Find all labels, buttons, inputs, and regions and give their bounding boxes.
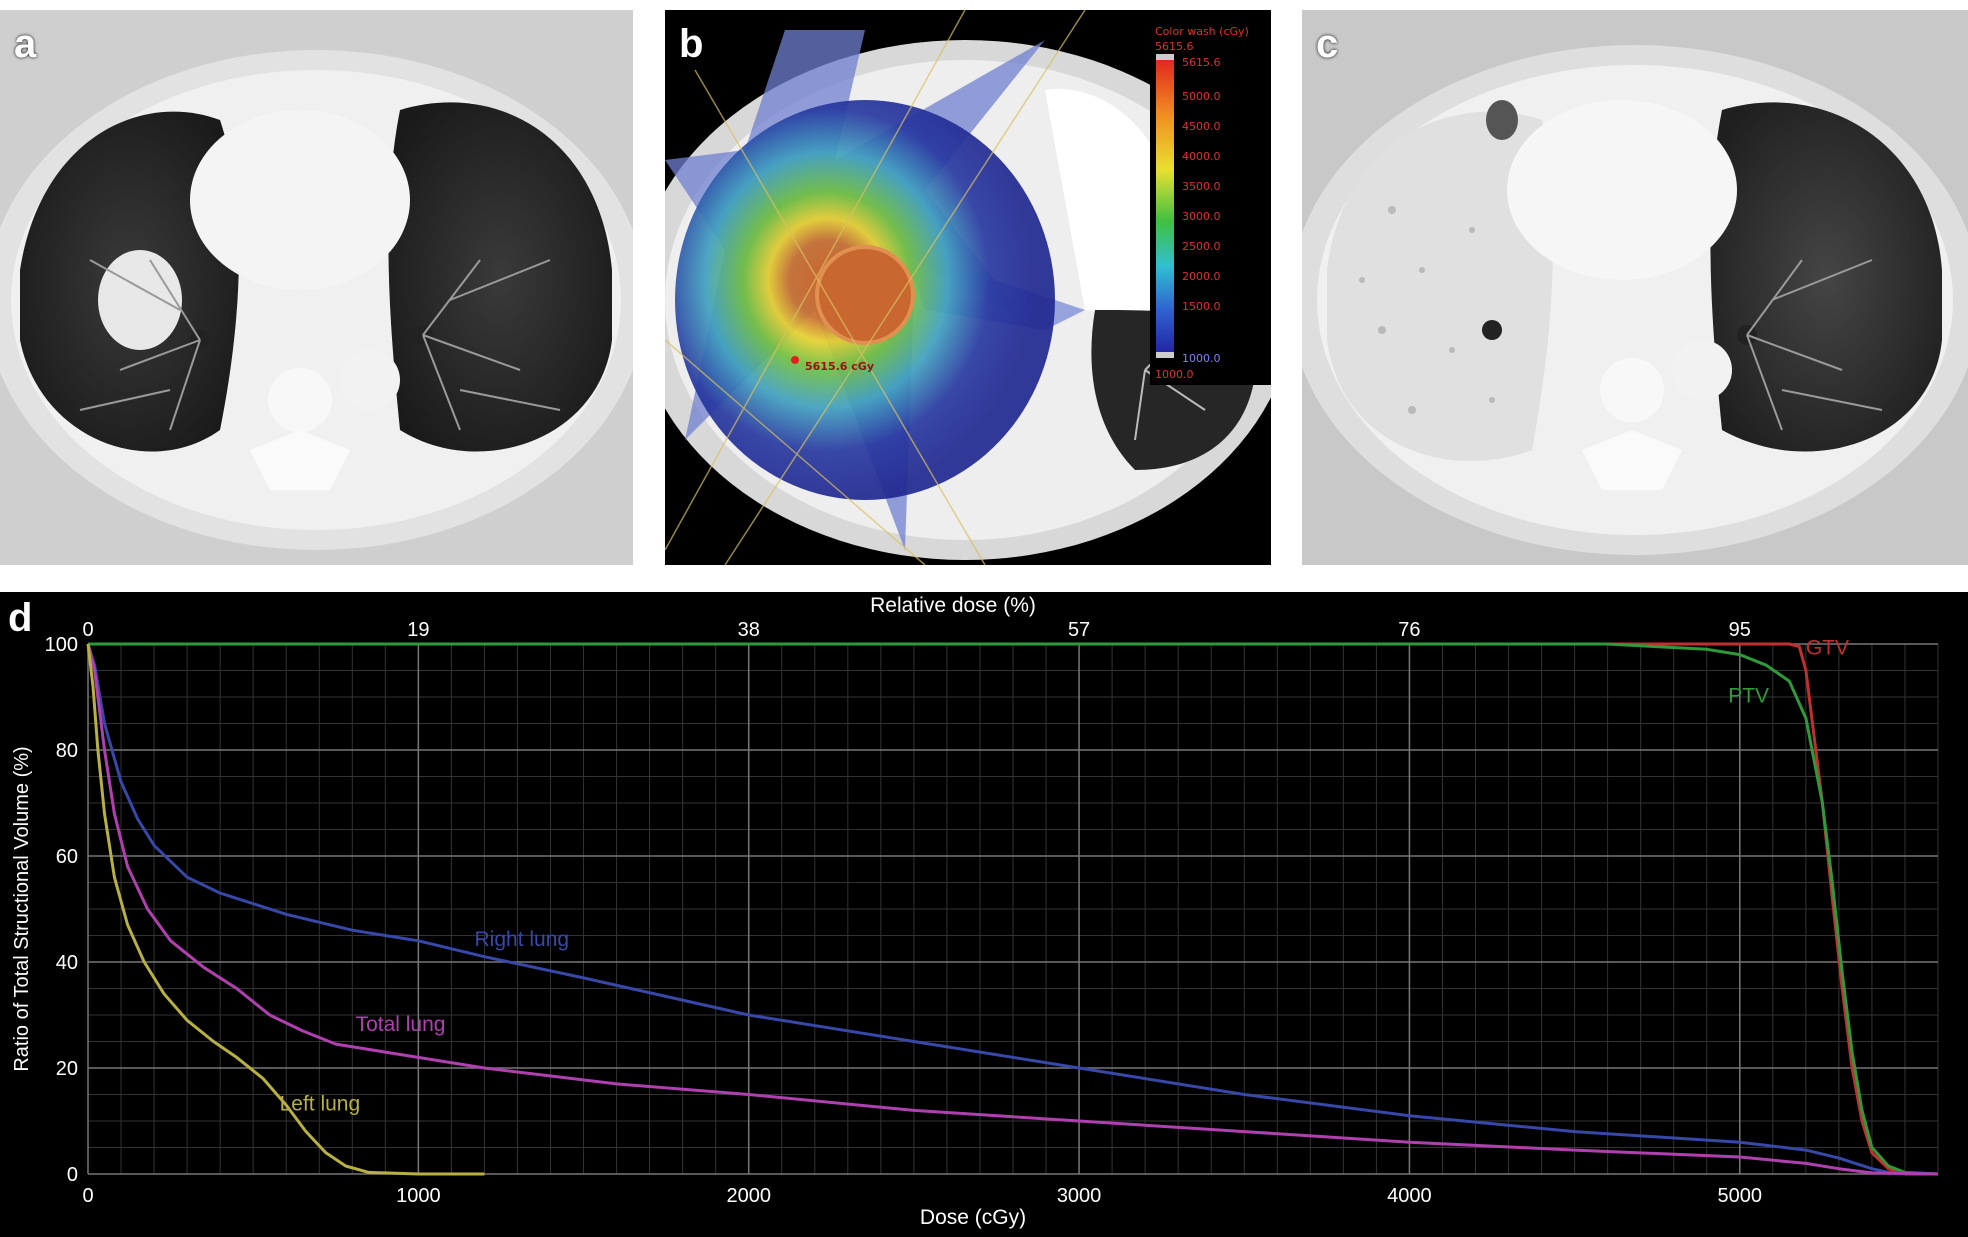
dose-map-image: 5615.6 cGy Color wash (cGy) 5615.6 5615.… bbox=[665, 10, 1271, 565]
x2-tick-label: 95 bbox=[1729, 619, 1751, 641]
color-wash-max-top: 5615.6 bbox=[1155, 40, 1194, 53]
color-wash-tick: 1500.0 bbox=[1182, 300, 1221, 313]
color-wash-max-label: 5615.6 bbox=[1182, 56, 1221, 69]
x2-axis-label: Relative dose (%) bbox=[870, 594, 1036, 617]
dose-point-label: 5615.6 cGy bbox=[805, 360, 874, 373]
series-line-total-lung bbox=[86, 643, 1939, 1176]
series-label-gtv: GTV bbox=[1806, 637, 1849, 660]
chart-axes: 0 1000 2000 3000 4000 5000 0 19 38 57 76 95 0 20 40 60 8… bbox=[45, 619, 1762, 1207]
x-axis-label: Dose (cGy) bbox=[920, 1206, 1026, 1229]
series-line-right-lung bbox=[86, 643, 1939, 1176]
panel-c-ct-scan: c bbox=[1302, 10, 1968, 565]
series-line-left-lung bbox=[86, 643, 485, 1176]
panel-d-dvh-chart: 0 1000 2000 3000 4000 5000 0 19 38 57 76 95 0 20 40 60 8… bbox=[0, 592, 1968, 1237]
x2-tick-label: 57 bbox=[1068, 619, 1090, 641]
y-tick-label: 20 bbox=[56, 1058, 78, 1080]
series-label-left-lung: Left lung bbox=[280, 1092, 361, 1115]
color-wash-tick: 3500.0 bbox=[1182, 180, 1221, 193]
chart-series bbox=[86, 642, 1939, 1176]
color-wash-tick: 2000.0 bbox=[1182, 270, 1221, 283]
color-wash-min-bottom: 1000.0 bbox=[1155, 368, 1194, 381]
series-label-total-lung: Total lung bbox=[356, 1013, 446, 1036]
x-tick-label: 5000 bbox=[1718, 1185, 1763, 1207]
color-wash-tick: 4500.0 bbox=[1182, 120, 1221, 133]
series-label-right-lung: Right lung bbox=[475, 928, 570, 951]
panel-d-letter: d bbox=[8, 596, 33, 640]
y-tick-label: 40 bbox=[56, 952, 78, 974]
y-tick-label: 0 bbox=[67, 1164, 78, 1186]
y-tick-label: 80 bbox=[56, 740, 78, 762]
x-tick-label: 3000 bbox=[1057, 1185, 1102, 1207]
x-tick-label: 4000 bbox=[1387, 1185, 1432, 1207]
panel-c-letter: c bbox=[1316, 22, 1339, 66]
x2-tick-label: 38 bbox=[738, 619, 760, 641]
y-tick-label: 60 bbox=[56, 846, 78, 868]
chart-grid bbox=[87, 643, 1939, 1175]
color-wash-tick: 5000.0 bbox=[1182, 90, 1221, 103]
panel-b-letter: b bbox=[679, 22, 704, 66]
color-wash-min-label: 1000.0 bbox=[1182, 352, 1221, 365]
color-wash-tick: 4000.0 bbox=[1182, 150, 1221, 163]
x2-tick-label: 0 bbox=[82, 619, 93, 641]
x2-tick-label: 19 bbox=[407, 619, 429, 641]
color-wash-legend: Color wash (cGy) 5615.6 5615.6 5000.0 450… bbox=[1150, 20, 1271, 385]
panel-a-letter: a bbox=[14, 22, 37, 66]
panel-b-dose-map: 5615.6 cGy Color wash (cGy) 5615.6 5615.… bbox=[665, 10, 1271, 565]
series-label-ptv: PTV bbox=[1728, 684, 1769, 707]
x-tick-label: 2000 bbox=[726, 1185, 771, 1207]
color-wash-tick: 2500.0 bbox=[1182, 240, 1221, 253]
ct-image-a bbox=[0, 10, 633, 565]
x-tick-label: 1000 bbox=[396, 1185, 441, 1207]
y-axis-label: Ratio of Total Structional Volume (%) bbox=[11, 746, 33, 1071]
chart-labels: GTV PTV Right lung Total lung Left lung bbox=[280, 637, 1849, 1116]
series-line-gtv bbox=[88, 642, 1938, 1176]
series-line-ptv bbox=[88, 642, 1939, 1176]
color-wash-tick: 3000.0 bbox=[1182, 210, 1221, 223]
dvh-chart: 0 1000 2000 3000 4000 5000 0 19 38 57 76 95 0 20 40 60 8… bbox=[11, 594, 1939, 1229]
panel-a-ct-scan: a bbox=[0, 10, 633, 565]
y-tick-label: 100 bbox=[45, 634, 78, 656]
x-tick-label: 0 bbox=[82, 1185, 93, 1207]
ct-image-c bbox=[1302, 10, 1968, 565]
x2-tick-label: 76 bbox=[1398, 619, 1420, 641]
color-wash-title: Color wash (cGy) bbox=[1155, 25, 1249, 38]
